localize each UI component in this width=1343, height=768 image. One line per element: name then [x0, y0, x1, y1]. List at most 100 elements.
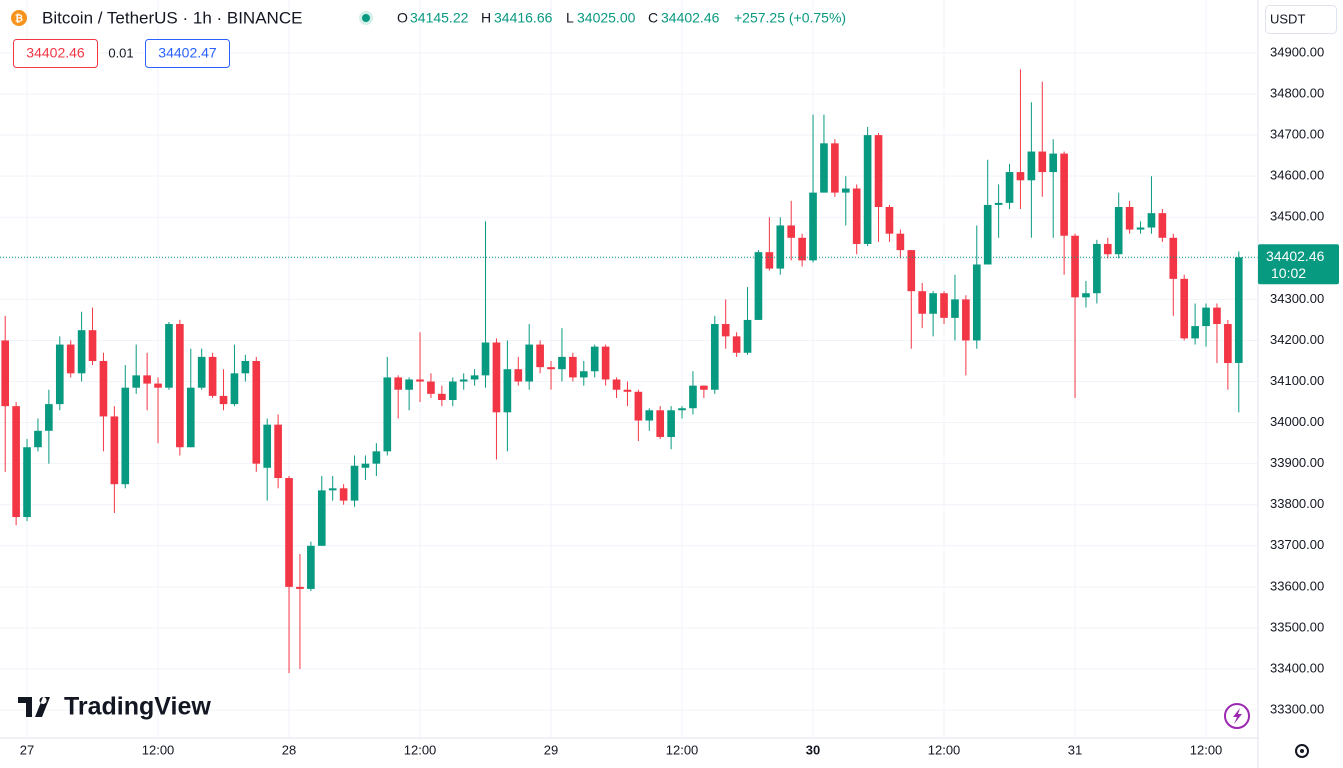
candle-body [492, 342, 501, 413]
candle-body [1049, 153, 1058, 173]
candle-body [1005, 172, 1014, 203]
candle-body [110, 416, 119, 485]
candle-body [645, 410, 654, 421]
sell-button[interactable] [13, 39, 98, 68]
ohlc-letter: L [566, 10, 574, 26]
candle-body [416, 379, 424, 382]
candle-body [514, 369, 523, 382]
candle-body [263, 424, 272, 468]
candle-body [525, 344, 534, 382]
candle-body [721, 324, 730, 337]
y-tick-label: 34900.00 [1270, 44, 1324, 59]
candle-body [448, 381, 457, 401]
buy-button[interactable] [145, 39, 230, 68]
candle-body [689, 385, 697, 409]
candle-body [1169, 237, 1178, 279]
candles [0, 69, 1258, 674]
market-status[interactable] [362, 14, 370, 22]
y-tick-label: 33500.00 [1270, 619, 1324, 634]
candle-body [1016, 172, 1025, 181]
candle-body [623, 389, 632, 392]
bitcoin-icon [11, 10, 27, 26]
y-tick-label: 34600.00 [1270, 168, 1324, 183]
candle-body [841, 188, 850, 193]
candle-body [907, 250, 916, 292]
candle-body [940, 293, 948, 318]
x-tick-label: 29 [544, 742, 558, 757]
axes: 33300.00 33400.00 33500.00 33600.00 33700.00… [20, 44, 1339, 757]
candle-body [1060, 153, 1068, 236]
x-tick-label: 28 [282, 742, 296, 757]
candle-body [66, 344, 75, 374]
y-tick-label: 33300.00 [1270, 702, 1324, 717]
candle-body [241, 360, 250, 374]
ohlc-value: 34402.46 [661, 10, 720, 26]
countdown: 10:02 [1271, 265, 1306, 281]
buy-price[interactable]: 34402.47 [158, 45, 217, 61]
candle-body [1202, 307, 1210, 327]
candle-body [820, 143, 828, 193]
grid [0, 0, 1258, 738]
ohlc-value: 34025.00 [577, 10, 636, 26]
candle-body [536, 344, 544, 368]
candle-body [558, 356, 566, 370]
candle-body [885, 206, 894, 234]
candle-body [1158, 213, 1167, 238]
currency-button[interactable] [1265, 5, 1337, 34]
candle-body [1038, 151, 1047, 173]
candle-body [1213, 307, 1221, 325]
sell-price[interactable]: 34402.46 [26, 45, 85, 61]
candle-body [154, 383, 162, 388]
candle-body [459, 379, 468, 382]
x-tick-label: 27 [20, 742, 34, 757]
candle-body [274, 424, 282, 479]
x-tick-label: 30 [806, 742, 820, 757]
candle-body [12, 406, 20, 518]
candle-body [165, 324, 173, 388]
candle-body [710, 324, 719, 390]
candle-body [787, 225, 796, 238]
symbol-title[interactable]: Bitcoin / TetherUS · 1h · BINANCE [42, 8, 302, 27]
candle-body [328, 488, 337, 491]
x-tick-label: 12:00 [1190, 742, 1223, 757]
candle-body [427, 381, 435, 394]
candle-body [951, 299, 959, 318]
candle-body [1136, 227, 1145, 230]
y-tick-label: 33800.00 [1270, 496, 1324, 511]
candle-body [99, 360, 108, 417]
settings-icon[interactable] [1295, 744, 1309, 758]
x-tick-label: 12:00 [928, 742, 961, 757]
candle-body [34, 430, 42, 448]
y-tick-label: 33600.00 [1270, 578, 1324, 593]
candle-body [863, 135, 872, 244]
candle-body [776, 225, 785, 269]
y-tick-label: 34800.00 [1270, 85, 1324, 100]
candle-body [809, 192, 817, 261]
candle-body [656, 410, 665, 437]
candle-body [1103, 243, 1112, 255]
candle-body [667, 410, 675, 437]
spread: 0.01 [108, 45, 133, 60]
y-tick-label: 34300.00 [1270, 291, 1324, 306]
candle-body [230, 373, 239, 405]
candle-body [361, 463, 370, 468]
y-tick-label: 33400.00 [1270, 660, 1324, 675]
candle-body [55, 344, 64, 405]
candle-body [634, 391, 643, 421]
y-tick-label: 34700.00 [1270, 127, 1324, 142]
ohlc-value: 34416.66 [494, 10, 553, 26]
brand-mark [18, 697, 50, 717]
currency[interactable]: USDT [1270, 11, 1305, 26]
candle-body [143, 375, 151, 384]
candle-body [994, 202, 1003, 205]
candle-body [547, 367, 555, 370]
candle-body [307, 545, 315, 589]
candle-body [918, 291, 927, 314]
candle-body [929, 293, 937, 314]
y-tick-label: 34000.00 [1270, 414, 1324, 429]
candle-body [612, 379, 621, 390]
candle-body [874, 135, 883, 207]
ohlc-letter: C [648, 10, 658, 26]
candle-body [765, 252, 774, 269]
